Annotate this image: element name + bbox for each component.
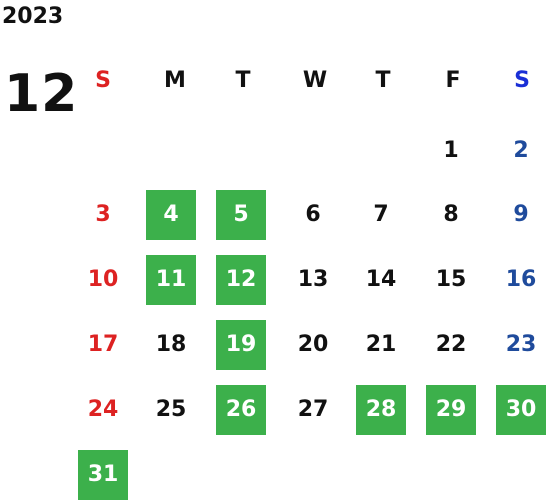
day-cell-23: 23: [505, 332, 537, 357]
day-cell-1: 1: [443, 138, 459, 163]
weekday-header-saturday: S: [514, 68, 530, 93]
day-cell-8: 8: [443, 202, 459, 227]
day-cell-18: 18: [155, 332, 187, 357]
weekday-header-tuesday: T: [235, 68, 251, 93]
day-cell-26: 26: [216, 385, 266, 435]
weekday-header-friday: F: [445, 68, 461, 93]
day-cell-24: 24: [87, 397, 119, 422]
day-cell-11: 11: [146, 255, 196, 305]
day-cell-27: 27: [297, 397, 329, 422]
day-cell-21: 21: [365, 332, 397, 357]
day-cell-7: 7: [373, 202, 389, 227]
year-label: 2023: [2, 4, 64, 29]
day-cell-19: 19: [216, 320, 266, 370]
weekday-header-wednesday: W: [302, 68, 328, 93]
day-cell-16: 16: [505, 267, 537, 292]
day-cell-15: 15: [435, 267, 467, 292]
day-cell-28: 28: [356, 385, 406, 435]
day-cell-13: 13: [297, 267, 329, 292]
day-cell-9: 9: [513, 202, 529, 227]
day-cell-10: 10: [87, 267, 119, 292]
day-cell-22: 22: [435, 332, 467, 357]
day-cell-6: 6: [305, 202, 321, 227]
day-cell-2: 2: [513, 138, 529, 163]
weekday-header-monday: M: [164, 68, 186, 93]
day-cell-29: 29: [426, 385, 476, 435]
weekday-header-sunday: S: [95, 68, 111, 93]
day-cell-20: 20: [297, 332, 329, 357]
day-cell-25: 25: [155, 397, 187, 422]
day-cell-3: 3: [95, 202, 111, 227]
month-number: 12: [4, 64, 79, 124]
day-cell-30: 30: [496, 385, 546, 435]
day-cell-4: 4: [146, 190, 196, 240]
day-cell-14: 14: [365, 267, 397, 292]
day-cell-31: 31: [78, 450, 128, 500]
day-cell-12: 12: [216, 255, 266, 305]
day-cell-17: 17: [87, 332, 119, 357]
day-cell-5: 5: [216, 190, 266, 240]
weekday-header-thursday: T: [375, 68, 391, 93]
